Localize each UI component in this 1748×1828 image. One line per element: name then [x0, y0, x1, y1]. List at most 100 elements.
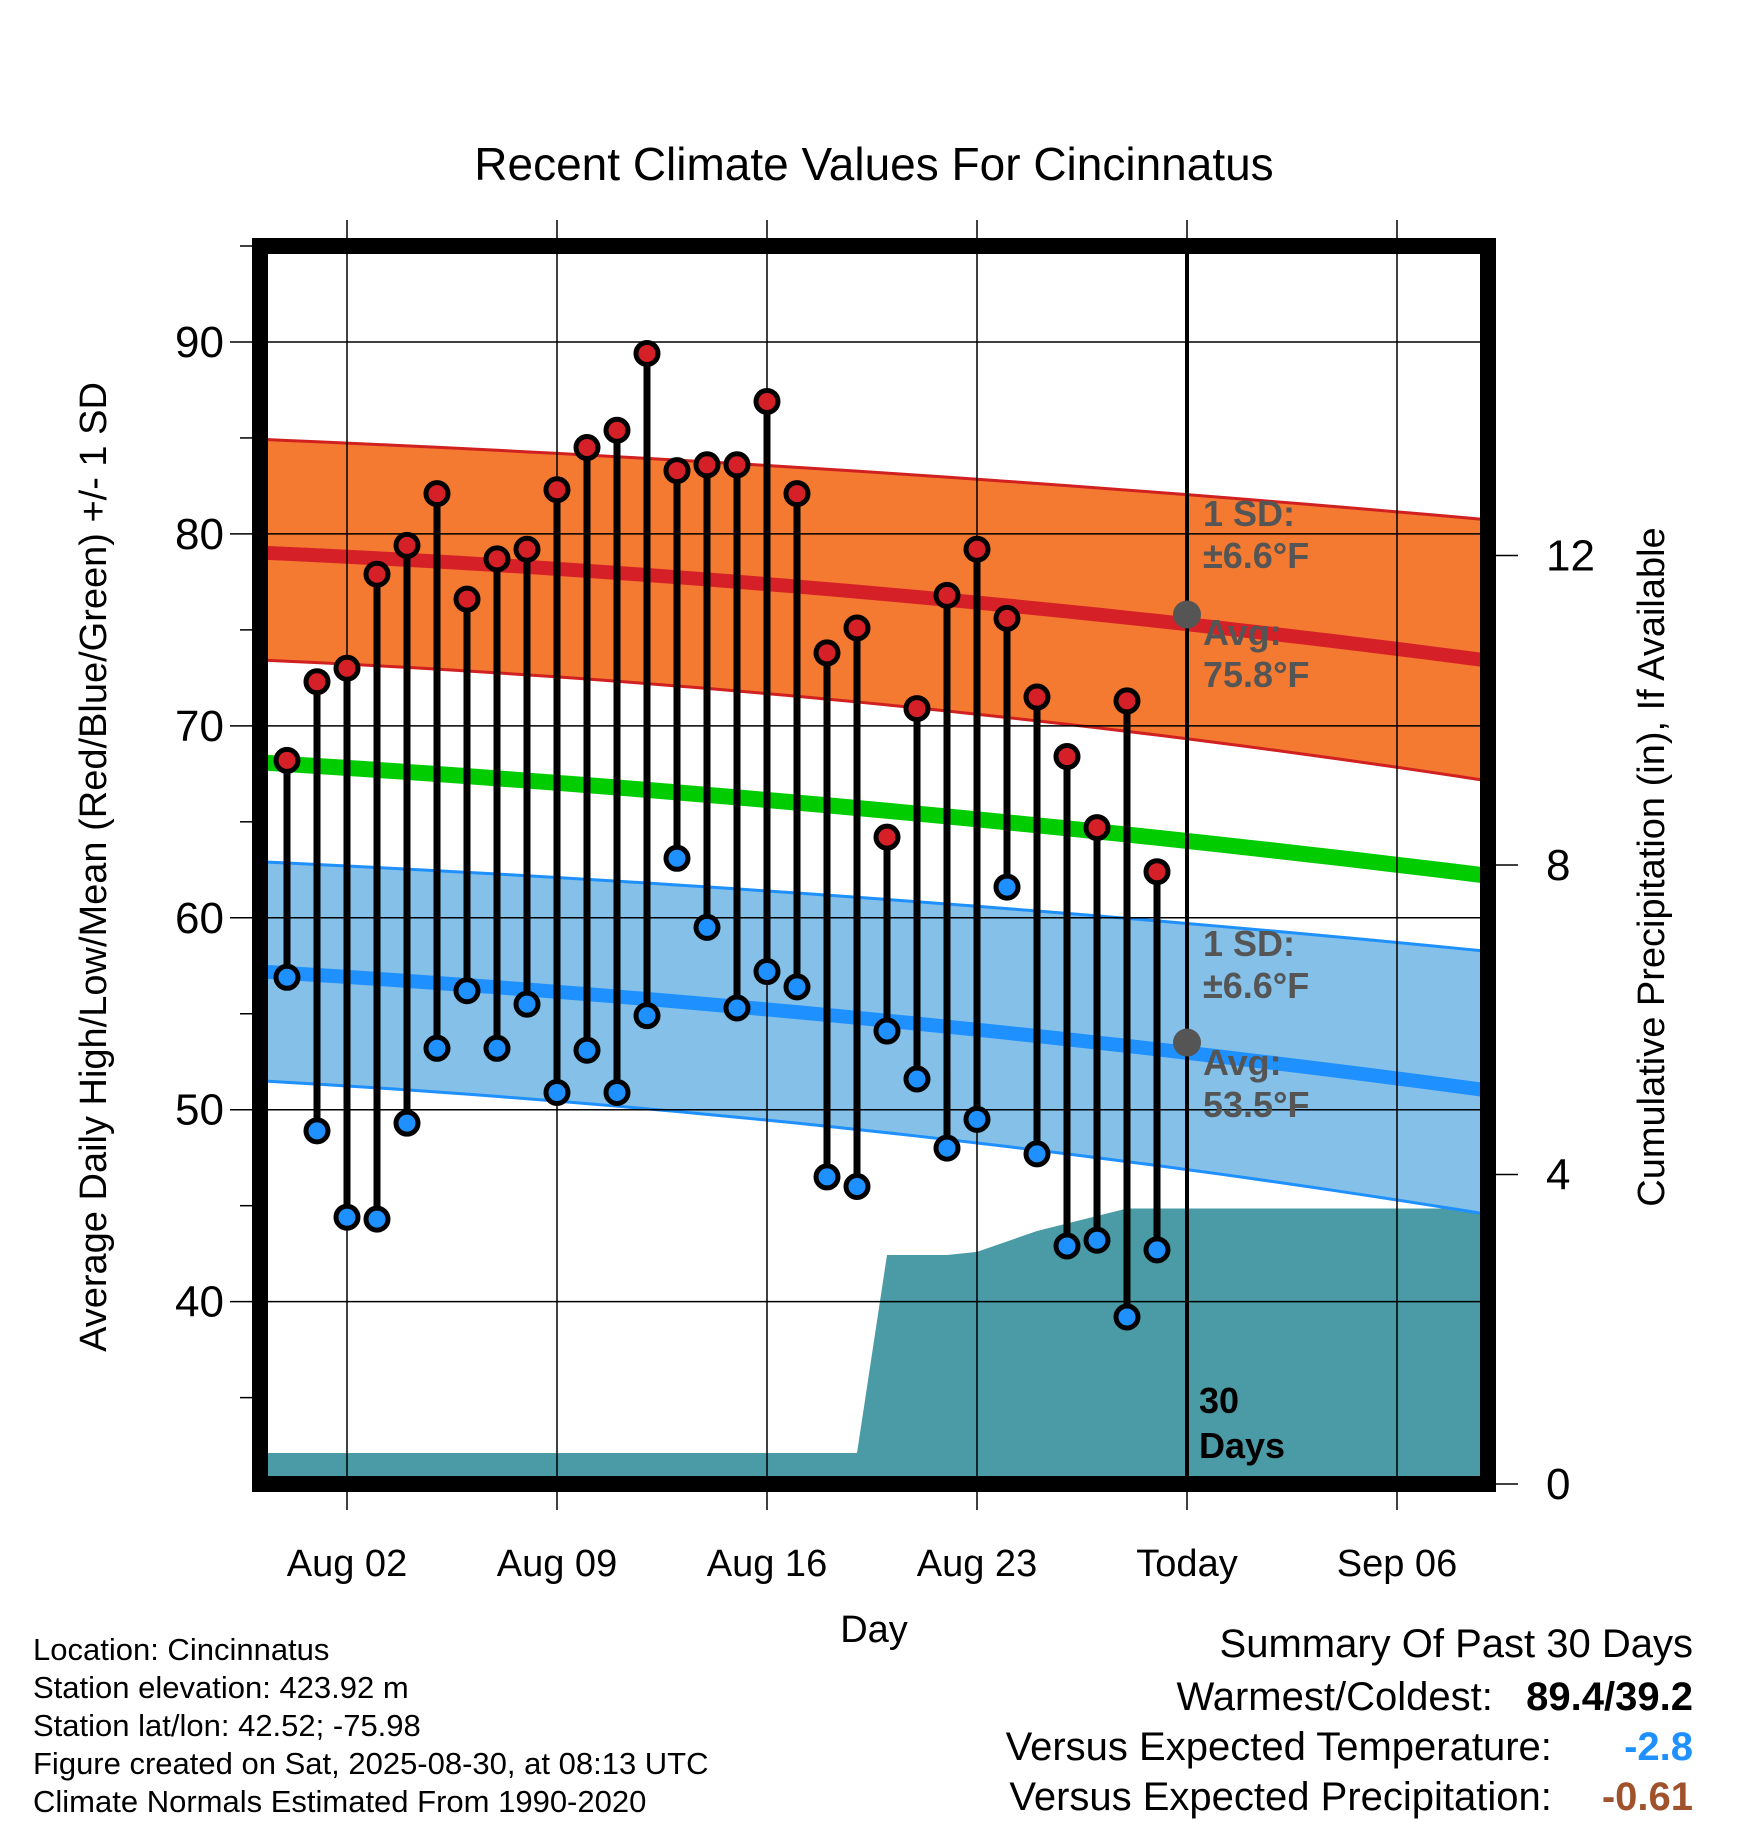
y2-tick-label: 4 — [1546, 1151, 1570, 1200]
daily-high-marker — [513, 535, 541, 563]
daily-low-marker — [1113, 1303, 1141, 1331]
x-tick-label: Aug 09 — [497, 1543, 617, 1585]
y-axis-label: Average Daily High/Low/Mean (Red/Blue/Gr… — [73, 382, 115, 1352]
daily-low-marker — [273, 963, 301, 991]
daily-high-marker — [573, 434, 601, 462]
y-tick-label: 80 — [175, 510, 224, 559]
x-tick-label: Sep 06 — [1337, 1543, 1457, 1585]
daily-high-marker — [303, 668, 331, 696]
summary-title: Summary Of Past 30 Days — [1219, 1622, 1693, 1666]
daily-low-marker — [813, 1163, 841, 1191]
x-tick-label: Aug 16 — [707, 1543, 827, 1585]
daily-high-marker — [333, 654, 361, 682]
y-tick-label: 90 — [175, 318, 224, 367]
daily-low-marker — [1023, 1140, 1051, 1168]
info-normals: Climate Normals Estimated From 1990-2020 — [33, 1784, 647, 1819]
y-tick-label: 50 — [175, 1086, 224, 1135]
low-sd-band — [260, 860, 1488, 1216]
normal-mean-line — [260, 754, 1488, 884]
daily-low-marker — [663, 844, 691, 872]
precip-area — [260, 1208, 1488, 1484]
y2-tick-label: 0 — [1546, 1460, 1570, 1509]
daily-low-marker — [753, 958, 781, 986]
daily-high-marker — [963, 535, 991, 563]
daily-high-marker — [393, 531, 421, 559]
daily-high-marker — [993, 604, 1021, 632]
daily-high-marker — [843, 614, 871, 642]
summary-precip: Versus Expected Precipitation: -0.61 — [1009, 1775, 1693, 1820]
y-tick-label: 60 — [175, 894, 224, 943]
plot-area: 1 SD: ±6.6°F Avg: 75.8°F 1 SD: ±6.6°F Avg: 53.5… — [260, 246, 1488, 1484]
low-sd-annotation: 1 SD: ±6.6°F — [1203, 923, 1309, 1006]
daily-high-marker — [1113, 687, 1141, 715]
daily-low-marker — [603, 1078, 631, 1106]
daily-high-marker — [633, 339, 661, 367]
daily-low-marker — [483, 1034, 511, 1062]
daily-high-marker — [1023, 683, 1051, 711]
plot-frame — [252, 238, 1496, 1492]
y-tick-label: 40 — [175, 1278, 224, 1327]
y-tick-label: 70 — [175, 702, 224, 751]
high-avg-annotation: Avg: 75.8°F — [1203, 612, 1309, 695]
daily-high-marker — [1143, 858, 1171, 886]
today-high-avg-marker — [1173, 600, 1201, 629]
daily-low-marker — [873, 1017, 901, 1045]
daily-low-marker — [723, 994, 751, 1022]
days-annotation: 30 Days — [1199, 1380, 1285, 1466]
daily-high-marker — [603, 416, 631, 444]
low-avg-annotation: Avg: 53.5°F — [1203, 1042, 1309, 1125]
x-tick-label: Aug 23 — [917, 1543, 1037, 1585]
summary-precip-value: -0.61 — [1601, 1775, 1693, 1819]
daily-low-marker — [543, 1078, 571, 1106]
daily-low-marker — [933, 1134, 961, 1162]
daily-low-marker — [903, 1065, 931, 1093]
daily-low-marker — [573, 1036, 601, 1064]
daily-low-marker — [633, 1002, 661, 1030]
info-elevation: Station elevation: 423.92 m — [33, 1670, 409, 1705]
daily-high-marker — [693, 451, 721, 479]
daily-low-marker — [363, 1205, 391, 1233]
x-axis-label: Day — [840, 1609, 908, 1651]
summary-precip-label: Versus Expected Precipitation: — [1009, 1775, 1552, 1819]
daily-high-marker — [873, 823, 901, 851]
daily-low-marker — [783, 973, 811, 1001]
normal-high-line — [260, 545, 1488, 668]
summary-warm-cold-label: Warmest/Coldest: — [1176, 1675, 1493, 1719]
summary-warm-cold: Warmest/Coldest: 89.4/39.2 — [1176, 1675, 1693, 1720]
daily-high-marker — [483, 545, 511, 573]
daily-high-marker — [783, 480, 811, 508]
daily-low-marker — [1083, 1226, 1111, 1254]
daily-high-marker — [933, 581, 961, 609]
daily-high-marker — [753, 387, 781, 415]
x-tick-label: Aug 02 — [287, 1543, 407, 1585]
daily-low-marker — [963, 1105, 991, 1133]
daily-high-marker — [1083, 814, 1111, 842]
daily-high-marker — [813, 639, 841, 667]
daily-low-marker — [423, 1034, 451, 1062]
normal-low-line — [260, 964, 1488, 1098]
info-created: Figure created on Sat, 2025-08-30, at 08… — [33, 1746, 709, 1781]
daily-high-marker — [723, 451, 751, 479]
daily-low-marker — [303, 1117, 331, 1145]
today-low-avg-marker — [1173, 1028, 1201, 1057]
daily-high-marker — [363, 560, 391, 588]
info-latlon: Station lat/lon: 42.52; -75.98 — [33, 1708, 421, 1743]
summary-temp-label: Versus Expected Temperature: — [1005, 1725, 1552, 1769]
daily-high-marker — [1053, 743, 1081, 771]
daily-high-marker — [663, 457, 691, 485]
chart-title: Recent Climate Values For Cincinnatus — [474, 138, 1273, 190]
y2-tick-label: 8 — [1546, 841, 1570, 890]
x-tick-label: Today — [1136, 1543, 1237, 1585]
daily-low-marker — [843, 1172, 871, 1200]
high-sd-band — [260, 437, 1488, 783]
daily-low-marker — [693, 913, 721, 941]
daily-high-marker — [423, 480, 451, 508]
daily-low-marker — [1143, 1236, 1171, 1264]
daily-high-marker — [453, 585, 481, 613]
daily-low-marker — [393, 1109, 421, 1137]
daily-low-marker — [333, 1203, 361, 1231]
daily-low-marker — [453, 977, 481, 1005]
daily-high-marker — [903, 695, 931, 723]
high-sd-annotation: 1 SD: ±6.6°F — [1203, 493, 1309, 576]
